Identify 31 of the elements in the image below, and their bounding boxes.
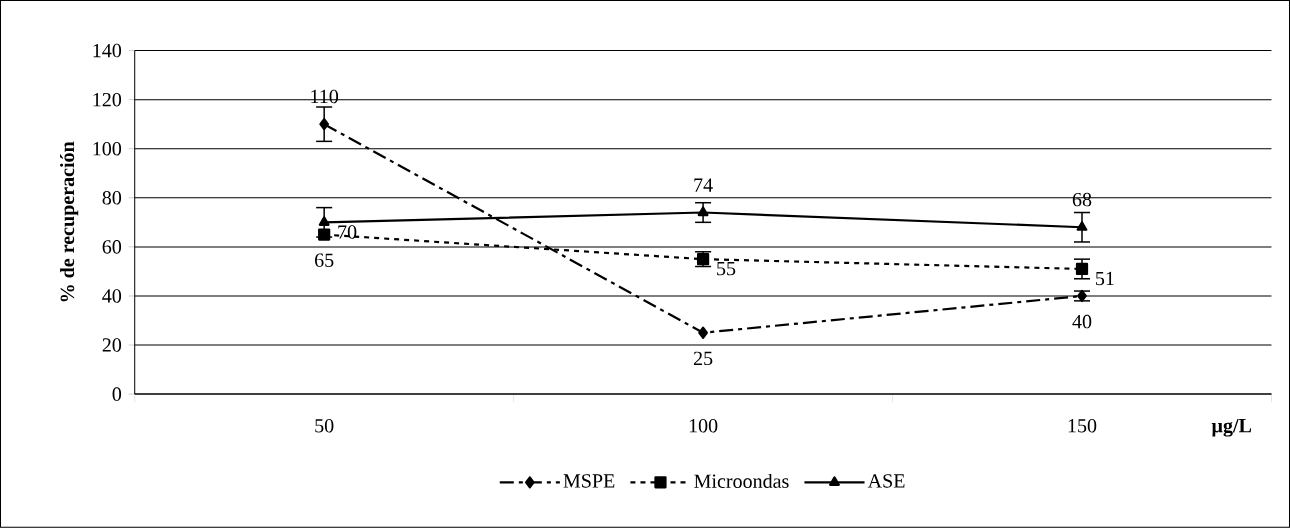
data-label: 74 [694, 178, 713, 192]
point [319, 118, 330, 131]
x-tick-label: 50 [315, 419, 334, 433]
y-tick-label: 40 [102, 289, 122, 303]
y-tick-label: 20 [102, 338, 122, 352]
point [698, 326, 708, 339]
y-tick-label: 0 [112, 387, 122, 401]
data-label: 25 [693, 351, 713, 366]
legend-label: Microondas [694, 473, 789, 489]
point [1077, 289, 1087, 303]
point [318, 228, 331, 241]
data-label: 70 [338, 225, 357, 239]
y-tick-label: 120 [93, 92, 122, 107]
data-label: 55 [717, 262, 736, 276]
data-label: 40 [1072, 314, 1092, 329]
x-axis-title: µg/L [1211, 419, 1252, 437]
y-tick-label: 80 [102, 191, 122, 205]
legend-label: ASE [867, 474, 905, 488]
data-label: 65 [315, 253, 334, 268]
y-tick-label: 60 [102, 240, 122, 254]
legend-label: MSPE [563, 474, 615, 488]
point [697, 206, 709, 217]
point [1076, 221, 1088, 231]
y-axis-title: % de recuperación [60, 141, 79, 302]
point [318, 216, 330, 227]
y-tick-label: 140 [93, 43, 122, 58]
data-label: 51 [1096, 271, 1114, 286]
y-tick-label: 100 [93, 142, 122, 156]
x-tick-label: 100 [689, 419, 718, 433]
point [1075, 262, 1089, 276]
x-tick-label: 150 [1068, 419, 1097, 433]
